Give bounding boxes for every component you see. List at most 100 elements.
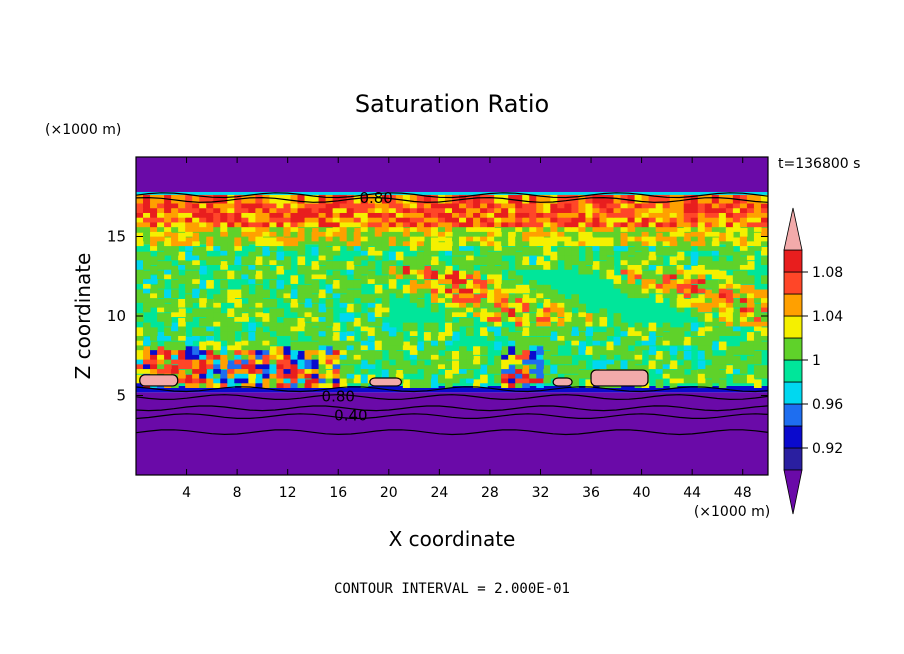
field-cell (494, 317, 502, 327)
field-cell (423, 341, 432, 351)
field-cell (339, 336, 348, 346)
field-cell (452, 351, 460, 360)
field-cell (248, 204, 256, 213)
field-cell (339, 228, 348, 237)
field-cell (346, 365, 355, 374)
field-cell (353, 256, 362, 266)
field-cell (543, 317, 551, 327)
field-cell (262, 289, 271, 299)
field-cell (725, 199, 734, 209)
field-cell (423, 223, 432, 232)
field-cell (508, 237, 516, 247)
field-cell (529, 218, 537, 228)
field-cell (725, 246, 734, 256)
field-cell (760, 213, 768, 223)
field-cell (641, 251, 650, 261)
field-cell (283, 228, 292, 237)
field-cell (669, 228, 678, 237)
field-cell (655, 246, 664, 256)
field-cell (150, 232, 158, 242)
field-cell (290, 275, 299, 284)
field-cell (557, 218, 565, 228)
field-cell (241, 204, 249, 213)
field-cell (136, 360, 144, 370)
field-cell (409, 232, 418, 242)
field-cell (157, 237, 165, 247)
field-cell (227, 246, 235, 256)
colorbar-box (783, 271, 803, 295)
field-cell (557, 194, 565, 204)
field-cell (276, 322, 285, 332)
field-cell (564, 251, 572, 261)
field-cell (452, 322, 460, 332)
field-cell (262, 365, 271, 374)
field-cell (444, 336, 453, 346)
field-cell (241, 237, 249, 247)
field-cell (220, 294, 228, 303)
field-cell (206, 228, 214, 237)
field-cell (255, 298, 263, 308)
field-cell (550, 341, 558, 351)
field-cell (718, 280, 727, 289)
field-cell (459, 294, 467, 303)
field-cell (613, 213, 622, 223)
field-cell (269, 256, 278, 266)
field-cell (276, 374, 285, 384)
field-cell (536, 313, 544, 322)
field-cell (452, 256, 460, 266)
field-cell (283, 213, 292, 223)
field-cell (339, 341, 348, 351)
field-cell (669, 379, 678, 388)
field-cell (304, 346, 313, 355)
field-cell (662, 218, 671, 228)
field-cell (508, 223, 516, 232)
field-cell (311, 261, 320, 270)
field-cell (367, 204, 376, 213)
field-cell (599, 204, 608, 213)
field-cell (311, 232, 320, 242)
field-cell (339, 369, 348, 379)
field-cell (557, 298, 565, 308)
field-cell (311, 327, 320, 336)
field-cell (206, 322, 214, 332)
field-cell (360, 242, 369, 251)
field-cell (627, 213, 636, 223)
contour-line (136, 196, 768, 203)
field-cell (178, 275, 186, 284)
field-cell (711, 246, 720, 256)
field-cell (718, 369, 727, 379)
field-cell (529, 336, 537, 346)
field-cell (501, 261, 509, 270)
field-cell (648, 194, 657, 204)
field-cell (241, 213, 249, 223)
field-cell (452, 275, 460, 284)
field-cell (269, 218, 278, 228)
field-cell (508, 308, 516, 318)
field-cell (718, 275, 727, 284)
field-cell (290, 317, 299, 327)
field-cell (704, 317, 713, 327)
field-cell (353, 218, 362, 228)
field-cell (473, 280, 481, 289)
field-cell (346, 336, 355, 346)
field-cell (318, 308, 327, 318)
field-cell (760, 199, 768, 209)
field-cell (325, 213, 334, 223)
field-cell (157, 270, 165, 280)
field-cell (669, 270, 678, 280)
field-cell (150, 365, 158, 374)
field-cell (143, 298, 151, 308)
field-cell (634, 194, 643, 204)
field-cell (459, 275, 467, 284)
field-cell (746, 251, 755, 261)
field-cell (557, 336, 565, 346)
field-cell (599, 360, 608, 370)
field-cell (683, 256, 692, 266)
field-cell (599, 213, 608, 223)
field-cell (662, 360, 671, 370)
field-cell (423, 369, 432, 379)
field-cell (241, 265, 249, 275)
field-cell (360, 313, 369, 322)
field-cell (346, 213, 355, 223)
field-cell (206, 194, 214, 204)
